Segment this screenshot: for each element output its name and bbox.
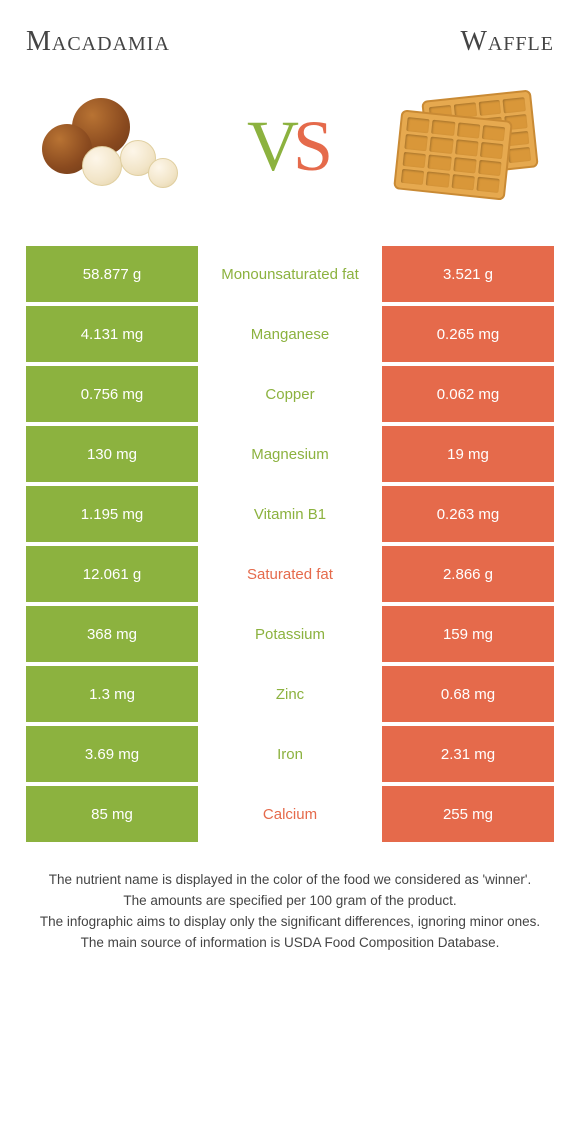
footer-line: The nutrient name is displayed in the co… [38, 870, 542, 891]
nutrient-label: Potassium [198, 606, 382, 662]
left-value: 58.877 g [26, 246, 198, 302]
nutrient-label: Saturated fat [198, 546, 382, 602]
nutrient-label: Calcium [198, 786, 382, 842]
right-value: 0.68 mg [382, 666, 554, 722]
left-value: 1.3 mg [26, 666, 198, 722]
vs-letter-v: V [247, 105, 299, 188]
table-row: 12.061 gSaturated fat2.866 g [26, 546, 554, 602]
footer-notes: The nutrient name is displayed in the co… [26, 870, 554, 954]
table-row: 1.3 mgZinc0.68 mg [26, 666, 554, 722]
right-value: 0.062 mg [382, 366, 554, 422]
left-value: 368 mg [26, 606, 198, 662]
left-food-title: Macadamia [26, 26, 170, 58]
title-bar: Macadamia Waffle [26, 26, 554, 58]
vs-letter-s: S [293, 105, 333, 188]
footer-line: The amounts are specified per 100 gram o… [38, 891, 542, 912]
right-value: 159 mg [382, 606, 554, 662]
left-value: 0.756 mg [26, 366, 198, 422]
left-value: 1.195 mg [26, 486, 198, 542]
right-value: 19 mg [382, 426, 554, 482]
table-row: 85 mgCalcium255 mg [26, 786, 554, 842]
left-value: 12.061 g [26, 546, 198, 602]
nutrient-label: Monounsaturated fat [198, 246, 382, 302]
left-value: 3.69 mg [26, 726, 198, 782]
table-row: 368 mgPotassium159 mg [26, 606, 554, 662]
left-value: 130 mg [26, 426, 198, 482]
table-row: 1.195 mgVitamin B10.263 mg [26, 486, 554, 542]
right-value: 2.31 mg [382, 726, 554, 782]
nutrient-label: Copper [198, 366, 382, 422]
vs-row: V S [26, 86, 554, 206]
right-food-title: Waffle [460, 26, 554, 58]
vs-badge: V S [247, 105, 333, 188]
right-value: 0.265 mg [382, 306, 554, 362]
left-value: 4.131 mg [26, 306, 198, 362]
footer-line: The main source of information is USDA F… [38, 933, 542, 954]
left-value: 85 mg [26, 786, 198, 842]
table-row: 0.756 mgCopper0.062 mg [26, 366, 554, 422]
waffle-image [384, 86, 554, 206]
table-row: 130 mgMagnesium19 mg [26, 426, 554, 482]
table-row: 3.69 mgIron2.31 mg [26, 726, 554, 782]
nutrient-label: Vitamin B1 [198, 486, 382, 542]
footer-line: The infographic aims to display only the… [38, 912, 542, 933]
nutrient-label: Zinc [198, 666, 382, 722]
table-row: 58.877 gMonounsaturated fat3.521 g [26, 246, 554, 302]
nutrient-label: Manganese [198, 306, 382, 362]
nutrient-label: Iron [198, 726, 382, 782]
nutrient-table: 58.877 gMonounsaturated fat3.521 g4.131 … [26, 246, 554, 842]
right-value: 3.521 g [382, 246, 554, 302]
macadamia-image [26, 86, 196, 206]
nutrient-label: Magnesium [198, 426, 382, 482]
right-value: 0.263 mg [382, 486, 554, 542]
right-value: 255 mg [382, 786, 554, 842]
right-value: 2.866 g [382, 546, 554, 602]
table-row: 4.131 mgManganese0.265 mg [26, 306, 554, 362]
